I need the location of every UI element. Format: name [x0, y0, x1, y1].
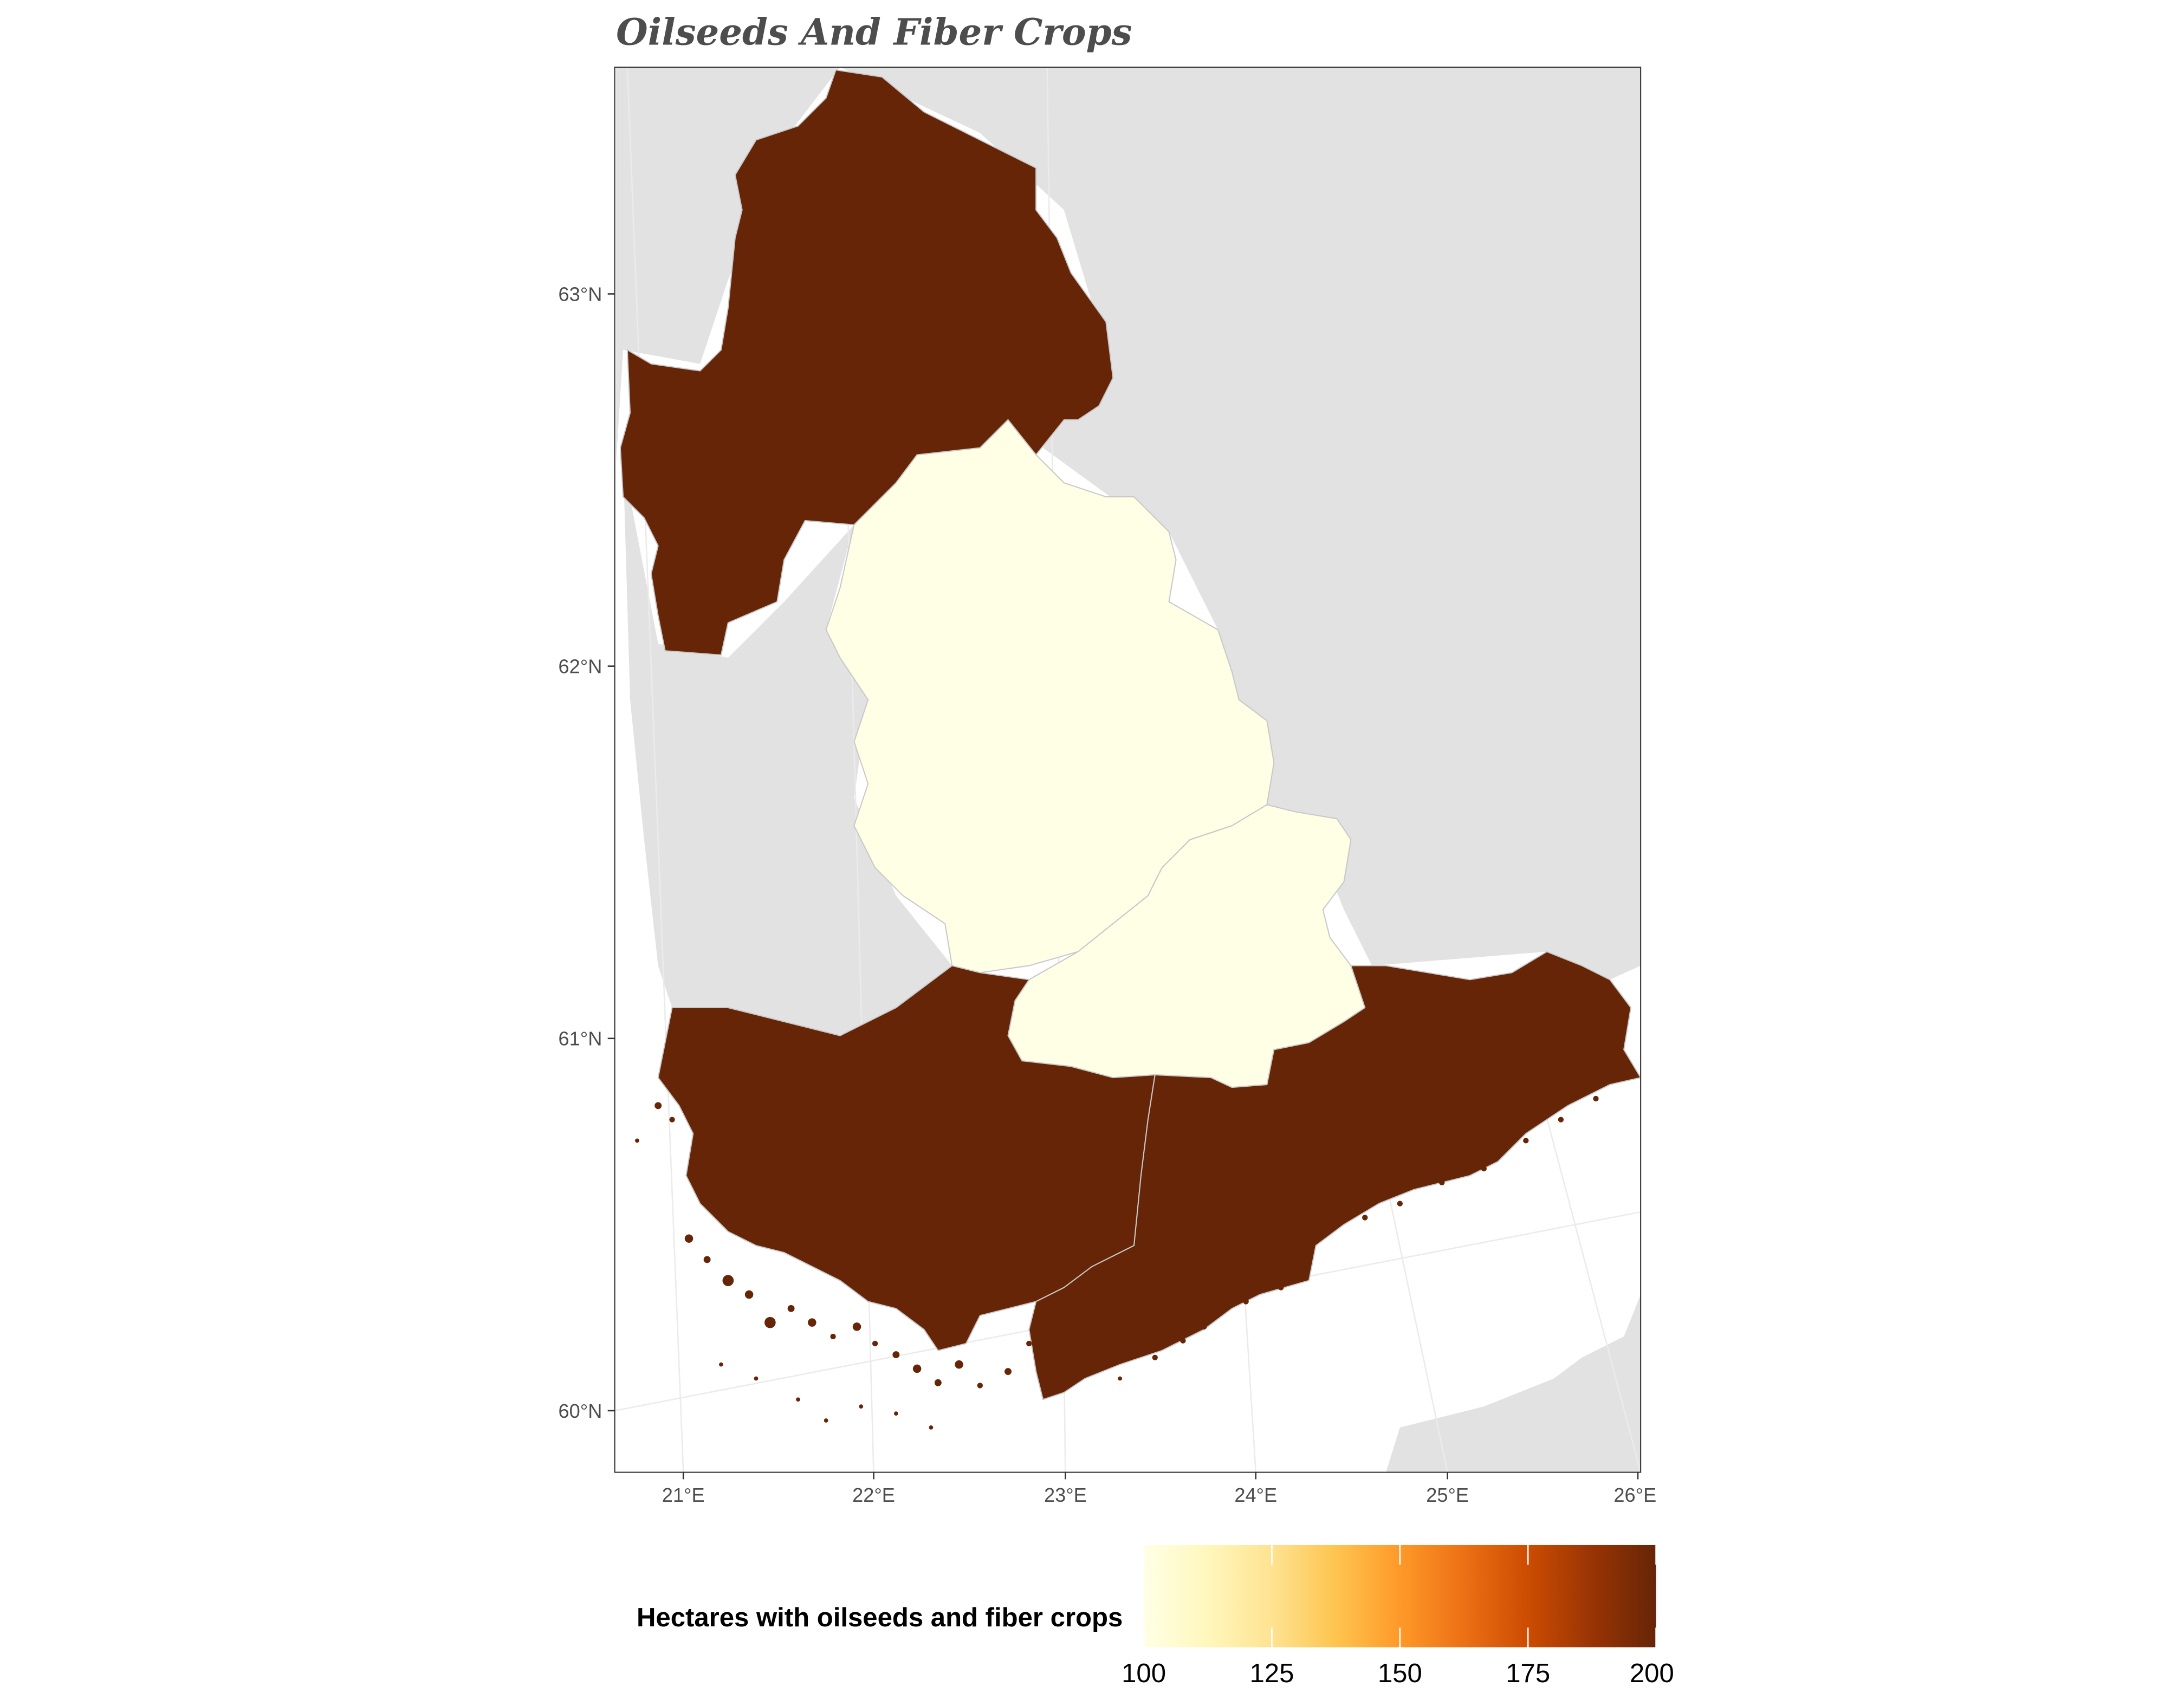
- panel-border: [614, 66, 1642, 1473]
- island: [808, 1318, 816, 1327]
- legend-label: 150: [1378, 1659, 1422, 1688]
- legend-label: 100: [1122, 1659, 1166, 1688]
- background-land: [616, 67, 1641, 1473]
- island: [719, 1362, 723, 1367]
- y-tick-label: 61°N: [559, 1028, 602, 1050]
- island: [654, 1102, 662, 1110]
- island: [852, 1322, 861, 1331]
- archipelago-islands: [635, 1095, 1599, 1430]
- legend-ticks: [1143, 1545, 1657, 1647]
- legend: Hectares with oilseeds and fiber crops 1…: [637, 1545, 1674, 1688]
- island: [787, 1305, 795, 1312]
- island: [912, 1364, 922, 1373]
- graticule-line: [1539, 1091, 1641, 1473]
- island: [684, 1234, 694, 1243]
- legend-label: 200: [1630, 1659, 1674, 1688]
- island: [1026, 1340, 1032, 1347]
- island: [1180, 1338, 1186, 1344]
- island: [1558, 1117, 1564, 1123]
- region-northwest[interactable]: [619, 69, 1114, 656]
- graticule-line: [1378, 1147, 1448, 1473]
- island: [1523, 1138, 1529, 1144]
- map-panel: [614, 67, 1641, 1473]
- island: [929, 1425, 934, 1430]
- island: [796, 1397, 800, 1402]
- island: [830, 1333, 836, 1340]
- island: [1362, 1215, 1368, 1221]
- y-axis: 63°N 62°N 61°N 60°N: [559, 283, 615, 1422]
- x-tick-label: 23°E: [1044, 1484, 1087, 1506]
- island: [872, 1340, 878, 1347]
- island: [1481, 1165, 1487, 1172]
- island: [892, 1351, 900, 1359]
- y-tick-label: 60°N: [559, 1400, 602, 1422]
- legend-label: 125: [1250, 1659, 1294, 1688]
- y-tick-label: 63°N: [559, 283, 602, 305]
- island: [722, 1275, 734, 1287]
- region-layer: [619, 69, 1641, 1400]
- island: [955, 1360, 963, 1369]
- island: [1439, 1179, 1445, 1186]
- island: [1096, 1361, 1102, 1367]
- island: [1278, 1285, 1284, 1290]
- legend-title: Hectares with oilseeds and fiber crops: [637, 1603, 1123, 1632]
- island: [1397, 1201, 1403, 1206]
- island: [1118, 1376, 1123, 1381]
- x-tick-label: 26°E: [1613, 1484, 1656, 1506]
- island: [977, 1383, 983, 1389]
- graticule-line: [626, 67, 684, 1473]
- island: [754, 1376, 759, 1381]
- island: [764, 1316, 776, 1328]
- legend-label: 175: [1506, 1659, 1550, 1688]
- island: [669, 1117, 675, 1123]
- island: [703, 1256, 711, 1263]
- island: [1152, 1354, 1158, 1360]
- x-tick-label: 24°E: [1234, 1484, 1277, 1506]
- island: [744, 1290, 754, 1299]
- island: [635, 1138, 639, 1143]
- island: [1004, 1368, 1012, 1376]
- y-tick-label: 62°N: [559, 656, 602, 678]
- island: [1201, 1324, 1207, 1330]
- island: [1593, 1095, 1599, 1102]
- island: [1243, 1299, 1249, 1305]
- island: [859, 1404, 864, 1409]
- x-tick-label: 21°E: [662, 1484, 705, 1506]
- island: [893, 1411, 898, 1416]
- island: [824, 1418, 828, 1423]
- x-tick-label: 25°E: [1426, 1484, 1469, 1506]
- map-title: Oilseeds And Fiber Crops: [616, 11, 1132, 54]
- x-tick-label: 22°E: [852, 1484, 895, 1506]
- x-axis: 21°E 22°E 23°E 24°E 25°E 26°E: [662, 1472, 1656, 1506]
- island: [934, 1379, 942, 1386]
